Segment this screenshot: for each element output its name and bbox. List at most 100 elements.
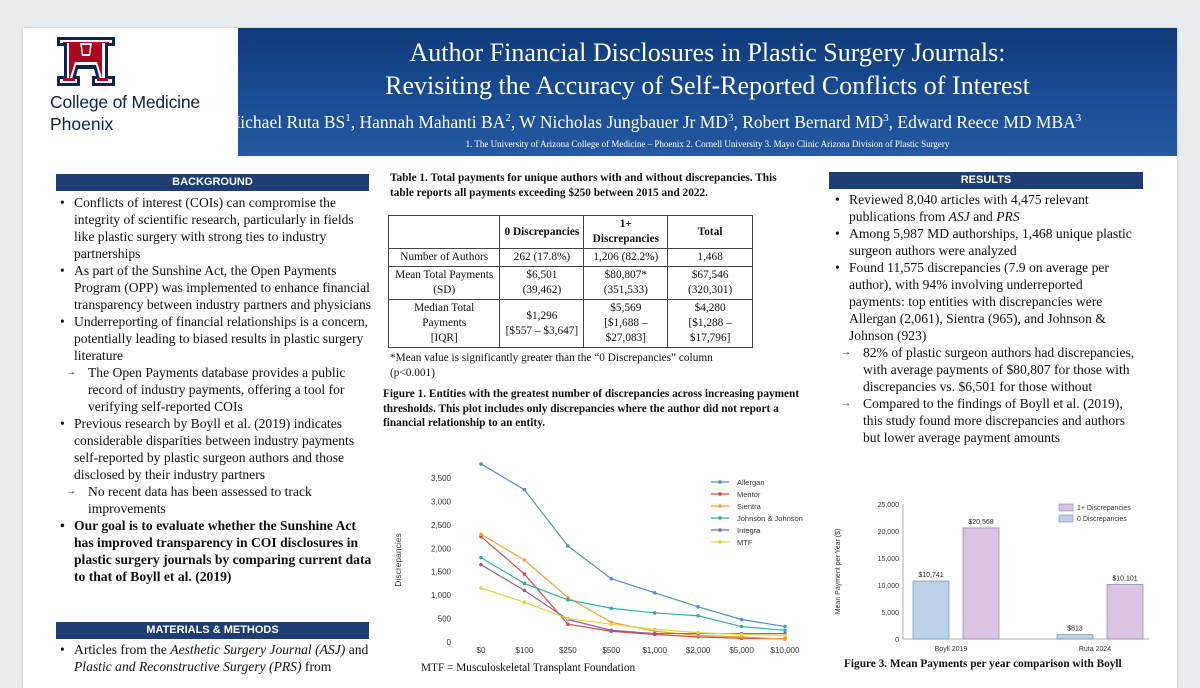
logo-phoenix-text: Phoenix [50,114,114,134]
bar-value-label: $20,568 [968,519,993,526]
data-point-mtf [479,586,483,590]
cell-line: [$557 – $3,647] [505,324,579,337]
row-label-line: (SD) [433,284,456,296]
legend-label: Johnson & Johnson [737,514,803,523]
university-a-logo-icon [57,37,115,86]
data-point-johnson-johnson [696,613,700,618]
x-tick-label: $10,000 [771,646,800,655]
data-point-integra [522,588,527,593]
col-header: Total [667,215,753,249]
legend-marker-integra [718,528,722,532]
x-tick-label: $250 [559,646,577,655]
data-point-sientra [522,558,527,562]
table1: 0 Discrepancies 1+ Discrepancies Total Nu… [387,215,753,348]
list-subitem: The Open Payments database provides a pu… [56,364,374,415]
data-point-allergan [783,624,787,629]
data-point-johnson-johnson [522,581,527,586]
list-item: As part of the Sunshine Act, the Open Pa… [56,262,374,313]
data-point-mtf [566,616,570,621]
row-label: Mean Total Payments (SD) [387,266,501,300]
author-list: Michael Ruta BS1, Hannah Mahanti BA2, W … [224,112,1082,132]
methods-text: Articles from the [74,642,171,657]
figure1-line-chart: Discrepancies 0 500 1,000 1,500 2,000 2,500 3,0… [393,462,803,658]
data-point-mtf [609,622,614,626]
legend-label: 0 Discrepancies [1077,516,1127,523]
data-point-mentor [566,622,570,626]
legend-marker-sientra [718,504,722,508]
data-point-allergan [739,617,744,622]
data-point-allergan [479,462,483,466]
data-point-mtf [783,633,787,638]
bar-value-label: $10,101 [1112,575,1137,582]
table-cell: $1,296 [$557 – $3,647] [499,299,585,348]
x-tick-label: Boyll 2019 [935,646,968,653]
legend-marker-mtf [718,540,722,544]
legend-swatch [1058,503,1074,512]
table-cell: 1,468 [667,248,753,267]
y-tick-label: 15,000 [878,556,900,563]
x-tick-label: $0 [477,646,486,655]
table-row: Number of Authors 262 (17.8%) 1,206 (82.… [387,248,753,267]
bar-value-label: $10,741 [918,572,943,579]
legend-label: 1+ Discrepancies [1077,505,1131,512]
poster: College of Medicine Phoenix Author Finan… [23,28,1177,688]
y-axis-label: Mean Payment per Year ($) [835,529,842,615]
figure3-caption: Figure 3. Mean Payments per year compari… [844,658,1122,670]
table-cell: 1,206 (82.2%) [583,248,669,267]
journal-name: Plastic and Reconstructive Surgery (PRS) [74,659,302,674]
x-tick-label: Ruta 2024 [1079,646,1111,653]
figure1-note: MTF = Musculoskeletal Transplant Foundat… [421,662,636,674]
methods-list: Articles from the Aesthetic Surgery Jour… [56,641,374,675]
x-axis-label: Payment Threshold [601,656,675,658]
y-tick-label: 1,500 [431,568,452,577]
legend-label: MTF [737,538,753,547]
cell-line: $80,807* [604,269,648,281]
x-tick-label: $5,000 [729,646,754,655]
result-text: and [969,209,997,224]
data-point-sientra [479,532,483,537]
author-name: Robert Bernard MD [742,112,884,132]
cell-line: (39,462) [522,284,562,296]
list-subitem: No recent data has been assessed to trac… [56,483,374,517]
legend-swatch [1058,514,1074,523]
list-item: Articles from the Aesthetic Surgery Jour… [56,641,374,675]
table-corner [387,215,501,249]
table-row: Median Total Payments [IQR] $1,296 [$557 –… [387,299,753,348]
author-name: Michael Ruta BS [224,112,346,132]
data-point-integra [609,628,614,633]
logo-college-text: College of Medicine [50,92,200,112]
list-item: Found 11,575 discrepancies (7.9 on avera… [831,259,1141,344]
data-point-johnson-johnson [783,628,787,633]
table-cell: $6,501 (39,462) [499,266,585,300]
data-point-johnson-johnson [609,606,614,611]
cell-line: $5,569 [610,302,642,314]
series-line-mtf [480,587,786,637]
row-label-line: [IQR] [430,332,458,344]
y-tick-label: 25,000 [878,502,900,509]
journal-name: Aesthetic Surgery Journal (ASJ) [170,642,346,657]
table-header-row: 0 Discrepancies 1+ Discrepancies Total [387,215,753,249]
data-point-sientra [783,637,787,641]
table-cell: $67,546 (320,301) [667,266,753,300]
list-subitem: 82% of plastic surgeon authors had discr… [831,344,1141,395]
list-item: Previous research by Boyll et al. (2019)… [56,415,374,483]
table1-note: *Mean value is significantly greater tha… [390,352,713,379]
x-tick-label: $1,000 [642,646,667,655]
data-point-johnson-johnson [566,598,570,602]
table-cell: $5,569 [$1,688 – $27,083] [583,299,669,348]
author-affiliation-mark: 2 [505,112,511,125]
logo-block: College of Medicine Phoenix [23,28,238,156]
journal-abbrev: ASJ [948,209,970,224]
series-line-integra [480,564,785,635]
background-heading: BACKGROUND [56,174,369,191]
row-label: Median Total Payments [IQR] [387,299,501,348]
bar-0-discrepancies [1056,634,1094,640]
y-tick-label: 0 [895,637,899,644]
poster-title-line2: Revisiting the Accuracy of Self-Reported… [385,71,1030,100]
bar-1-discrepancies [962,527,1000,640]
series-line-allergan [480,463,786,628]
data-point-mtf [739,632,744,637]
y-tick-label: 2,000 [431,544,452,553]
cell-line: $67,546 [691,269,729,281]
x-tick-label: $500 [602,646,620,655]
